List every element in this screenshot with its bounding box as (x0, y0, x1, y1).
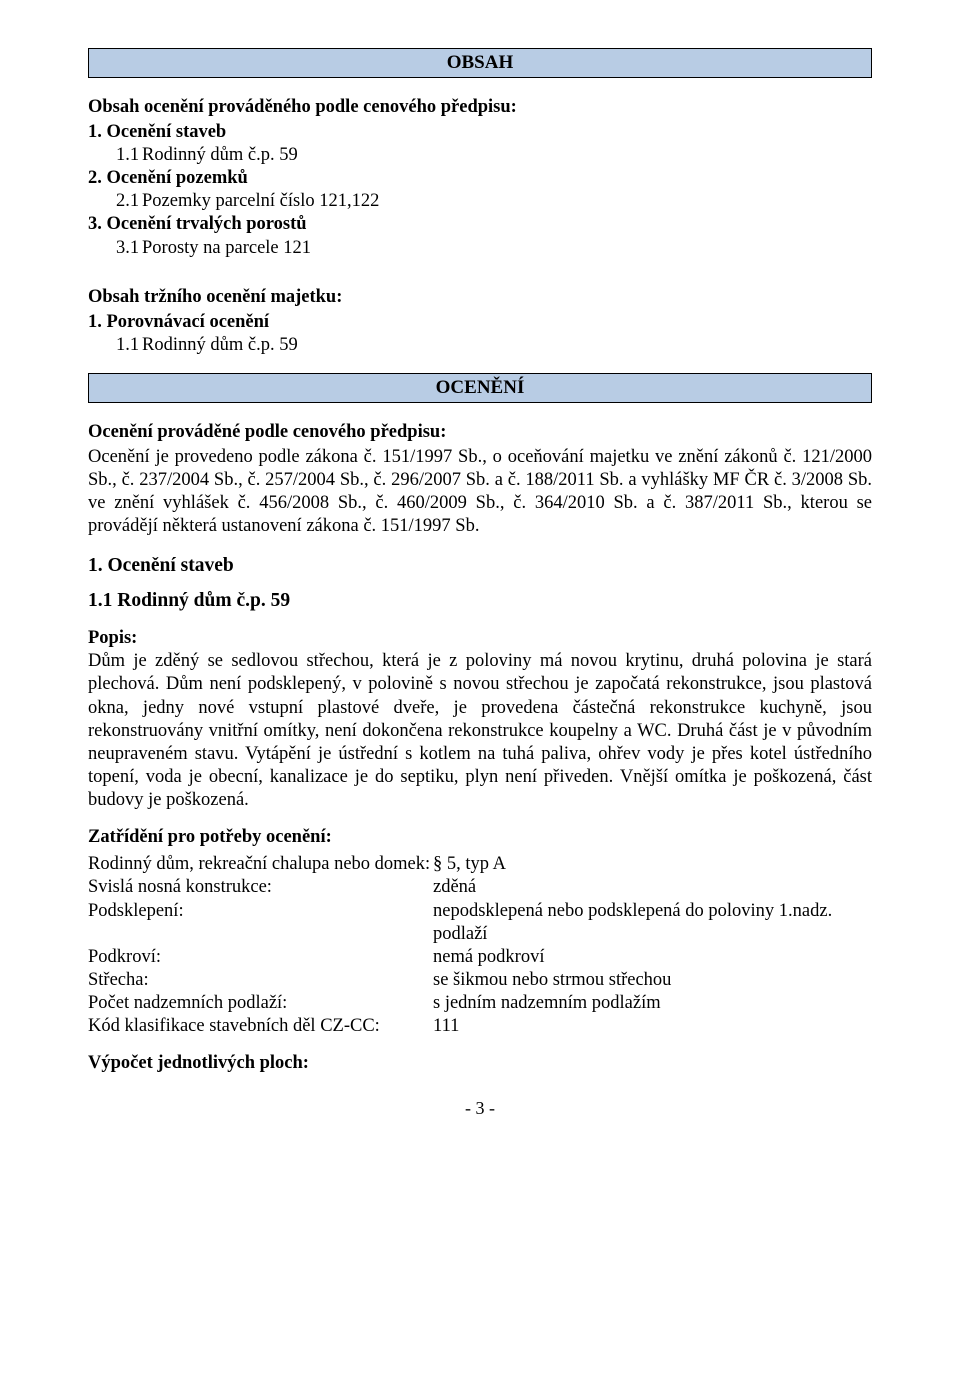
kv-key: Rodinný dům, rekreační chalupa nebo dome… (88, 853, 433, 876)
kv-val: se šikmou nebo strmou střechou (433, 969, 872, 992)
toc-item-num: 1.1 (88, 334, 142, 357)
toc-item-num: 2.1 (88, 190, 142, 213)
toc-section-title: Ocenění trvalých porostů (107, 214, 307, 234)
toc-section-num: 3. (88, 214, 102, 234)
banner-oceneni: OCENĚNÍ (88, 373, 872, 403)
kv-row: Podkroví: nemá podkroví (88, 946, 872, 969)
kv-row: Svislá nosná konstrukce: zděná (88, 876, 872, 899)
toc-item-label: Pozemky parcelní číslo 121,122 (142, 190, 872, 213)
kv-val: zděná (433, 876, 872, 899)
kv-key: Svislá nosná konstrukce: (88, 876, 433, 899)
kv-row: Kód klasifikace stavebních děl CZ-CC: 11… (88, 1015, 872, 1038)
vypocet-label: Výpočet jednotlivých ploch: (88, 1052, 872, 1075)
toc-item-label: Rodinný dům č.p. 59 (142, 144, 872, 167)
kv-row: Podsklepení: nepodsklepená nebo podsklep… (88, 900, 872, 946)
page-number: - 3 - (88, 1097, 872, 1120)
kv-val: § 5, typ A (433, 853, 872, 876)
toc-section-num: 1. (88, 122, 102, 142)
toc-item-num: 1.1 (88, 144, 142, 167)
kv-key: Kód klasifikace stavebních děl CZ-CC: (88, 1015, 433, 1038)
kv-row: Střecha: se šikmou nebo strmou střechou (88, 969, 872, 992)
kv-val: nemá podkroví (433, 946, 872, 969)
toc-item: 1.1 Rodinný dům č.p. 59 (88, 334, 872, 357)
kv-row: Rodinný dům, rekreační chalupa nebo dome… (88, 853, 872, 876)
toc-item: 3.1 Porosty na parcele 121 (88, 237, 872, 260)
toc-section-num: 2. (88, 168, 102, 188)
toc-section: 2. Ocenění pozemků (88, 167, 872, 190)
toc-section-title: Ocenění pozemků (107, 168, 248, 188)
popis-text: Dům je zděný se sedlovou střechou, která… (88, 650, 872, 812)
kv-val: 111 (433, 1015, 872, 1038)
kv-key: Střecha: (88, 969, 433, 992)
popis-label: Popis: (88, 627, 872, 650)
toc2-heading: Obsah tržního ocenění majetku: (88, 286, 872, 309)
kv-key: Počet nadzemních podlaží: (88, 992, 433, 1015)
toc-section: 3. Ocenění trvalých porostů (88, 213, 872, 236)
legal-heading: Ocenění prováděné podle cenového předpis… (88, 421, 872, 444)
toc-heading: Obsah ocenění prováděného podle cenového… (88, 96, 872, 119)
toc-item-label: Porosty na parcele 121 (142, 237, 872, 260)
heading-rodinny-dum: 1.1 Rodinný dům č.p. 59 (88, 589, 872, 613)
kv-key: Podkroví: (88, 946, 433, 969)
kv-val: s jedním nadzemním podlažím (433, 992, 872, 1015)
toc-section-title: Ocenění staveb (107, 122, 227, 142)
kv-key: Podsklepení: (88, 900, 433, 946)
toc-item-num: 3.1 (88, 237, 142, 260)
toc-item-label: Rodinný dům č.p. 59 (142, 334, 872, 357)
banner-obsah: OBSAH (88, 48, 872, 78)
toc-section: 1. Porovnávací ocenění (88, 311, 872, 334)
toc-item: 2.1 Pozemky parcelní číslo 121,122 (88, 190, 872, 213)
zatrideni-label: Zatřídění pro potřeby ocenění: (88, 826, 872, 849)
toc-section-title: Porovnávací ocenění (107, 312, 270, 332)
kv-val: nepodsklepená nebo podsklepená do polovi… (433, 900, 872, 946)
toc-section: 1. Ocenění staveb (88, 121, 872, 144)
legal-text: Ocenění je provedeno podle zákona č. 151… (88, 446, 872, 539)
toc-item: 1.1 Rodinný dům č.p. 59 (88, 144, 872, 167)
heading-staveb: 1. Ocenění staveb (88, 554, 872, 578)
toc-section-num: 1. (88, 312, 102, 332)
kv-row: Počet nadzemních podlaží: s jedním nadze… (88, 992, 872, 1015)
